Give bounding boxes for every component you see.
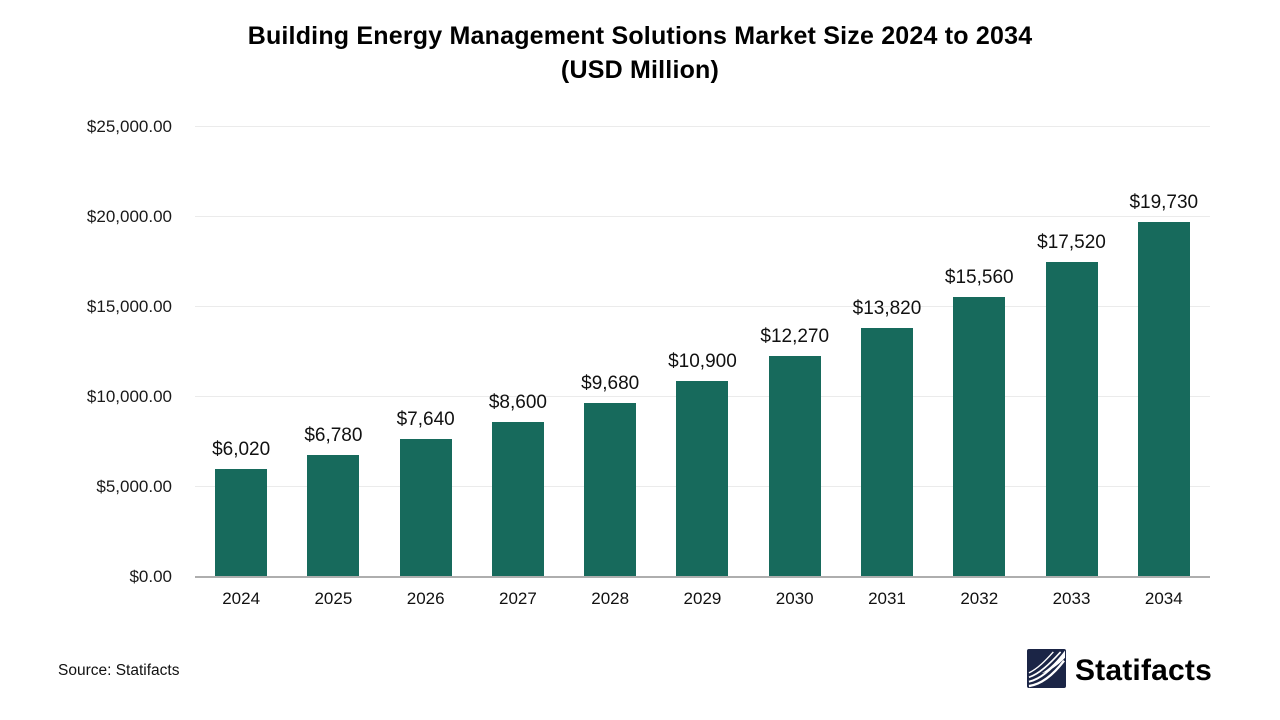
x-axis-tick-label: 2030 (775, 589, 814, 608)
x-axis-tick-label: 2025 (314, 589, 353, 608)
x-axis-tick-label: 2028 (591, 589, 630, 608)
bar (953, 296, 1006, 577)
chart-title-line2: (USD Million) (560, 55, 720, 84)
chart-title: Building Energy Management Solutions Mar… (0, 20, 1280, 87)
bar (860, 328, 913, 577)
bar-group: $10,900 2029 (656, 127, 748, 608)
bar-group: $17,520 2033 (1025, 127, 1117, 608)
chart-title-line1: Building Energy Management Solutions Mar… (247, 22, 1033, 50)
x-axis-tick-label: 2031 (868, 589, 906, 608)
x-axis-tick-label: 2032 (960, 589, 999, 608)
bar (768, 356, 821, 577)
gridline (195, 216, 1210, 217)
bar-group: $9,680 2028 (564, 127, 656, 608)
bar-group: $13,820 2031 (841, 127, 933, 608)
bar-value-label: $15,560 (944, 266, 1014, 288)
bar-group: $8,600 2027 (472, 127, 564, 608)
bar (676, 380, 729, 577)
x-axis-tick-label: 2033 (1052, 589, 1091, 608)
x-axis-tick-label: 2026 (406, 589, 445, 608)
bar (1137, 221, 1190, 577)
x-axis-tick-label: 2027 (499, 589, 537, 608)
bar-value-label: $19,730 (1129, 191, 1199, 213)
bar-value-label: $9,680 (581, 372, 640, 394)
y-axis-tick-label: $10,000.00 (86, 387, 172, 406)
bar-value-label: $8,600 (488, 392, 547, 414)
wave-pages-icon (1026, 649, 1066, 693)
bar (215, 468, 268, 577)
bar-value-label: $6,020 (212, 438, 271, 460)
y-axis-tick-label: $15,000.00 (86, 297, 172, 316)
y-axis-tick-label: $20,000.00 (86, 207, 172, 226)
gridline (195, 306, 1210, 307)
plot-area: $6,020 2024 $6,780 2025 $7,640 2026 $8,6… (195, 126, 1210, 608)
x-axis-tick-label: 2029 (683, 589, 722, 608)
bar (399, 439, 452, 577)
bar-group: $19,730 2034 (1118, 127, 1210, 608)
y-axis: $0.00 $5,000.00 $10,000.00 $15,000.00 $20,00… (0, 117, 172, 586)
bar-group: $15,560 2032 (933, 127, 1025, 608)
x-axis-line (195, 576, 1210, 578)
bar-value-label: $12,270 (760, 326, 830, 348)
y-axis-tick-label: $0.00 (129, 567, 172, 586)
bar-group: $6,780 2025 (287, 127, 379, 608)
footer: Source: Statifacts Statifacts (58, 645, 1212, 697)
bar (307, 454, 360, 577)
bar-value-label: $6,780 (304, 424, 363, 446)
bar (491, 422, 544, 577)
bar-value-label: $17,520 (1037, 231, 1106, 253)
bar-value-label: $13,820 (852, 298, 922, 320)
bar-value-label: $10,900 (668, 350, 737, 372)
y-axis-tick-label: $25,000.00 (86, 117, 172, 136)
bar-group: $6,020 2024 (195, 127, 287, 608)
bar-group: $12,270 2030 (749, 127, 841, 608)
bars-row: $6,020 2024 $6,780 2025 $7,640 2026 $8,6… (195, 127, 1210, 608)
x-axis-tick-label: 2024 (222, 589, 261, 608)
brand-name: Statifacts (1074, 654, 1212, 687)
source-label: Source: Statifacts (58, 662, 180, 679)
gridline (195, 126, 1210, 127)
bar-value-label: $7,640 (396, 409, 455, 431)
bar (1045, 261, 1098, 577)
y-axis-tick-label: $5,000.00 (96, 477, 172, 496)
bar-group: $7,640 2026 (380, 127, 472, 608)
bar (584, 402, 637, 577)
x-axis-tick-label: 2034 (1144, 589, 1183, 608)
brand-logo: Statifacts (1026, 649, 1212, 693)
